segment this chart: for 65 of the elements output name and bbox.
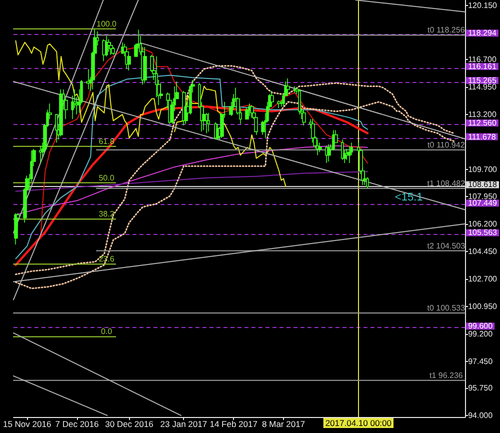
ref-line-label: 112.560 [468, 118, 497, 128]
y-tick-label: 95.750 [468, 384, 494, 392]
annotation: t0 110.942 [428, 140, 466, 150]
candlestick [347, 145, 351, 164]
candlestick [143, 46, 147, 84]
annotation: t1 108.482 [427, 178, 466, 188]
x-tick-label: 7 Dec 2016 [55, 419, 100, 429]
candlestick [316, 139, 319, 156]
y-tick-label: 104.450 [468, 247, 498, 256]
candlestick [102, 38, 106, 62]
ref-line-label: 107.449 [468, 198, 498, 208]
annotation: t2 104.503 [427, 241, 466, 250]
ref-line-label: 115.265 [468, 76, 497, 85]
y-tick-label: 97.450 [468, 356, 494, 366]
annotation: <15:1 [394, 191, 423, 204]
y-tick-label: 109.700 [468, 164, 498, 174]
candlestick [86, 68, 90, 90]
line-series [15, 171, 368, 192]
ref-line-label: 111.678 [468, 132, 496, 142]
ref-line-label: 118.294 [468, 28, 497, 38]
y-tick-label: 113.200 [468, 110, 497, 119]
candlestick [325, 145, 328, 164]
annotation: 0.0 [100, 327, 113, 336]
candlestick [332, 130, 335, 151]
annotation: t0 118.256 [428, 26, 466, 35]
candlestick [341, 139, 344, 160]
y-tick-label: 106.200 [468, 220, 498, 229]
x-tick-label: 14 Feb 2017 [210, 419, 258, 429]
y-tick-label: 99.200 [468, 329, 494, 338]
y-tick-label: 116.700 [468, 55, 497, 64]
x-tick-label: 8 Mar 2017 [262, 419, 306, 429]
x-tick-label: 15 Nov 2016 [2, 419, 52, 429]
line-series [15, 145, 368, 216]
y-tick-label: 120.150 [468, 0, 498, 10]
candlestick [207, 112, 210, 132]
candlestick [270, 90, 274, 106]
candlestick [293, 86, 297, 93]
annotation: 100.0 [96, 19, 118, 28]
x-tick-label: 30 Dec 2016 [105, 419, 154, 429]
annotation: 50.0 [98, 173, 115, 182]
candlestick [205, 112, 208, 134]
ref-line-label: 99.600 [468, 322, 494, 331]
x-tick-label: 23 Jan 2017 [160, 419, 208, 429]
y-tick-label: 100.950 [468, 302, 498, 311]
ref-line-label: 116.161 [468, 62, 497, 72]
ref-line-label: 2017.04.10 00:00 [325, 418, 392, 428]
annotation: 23.6 [98, 254, 115, 264]
y-tick-label: 114.950 [468, 82, 497, 92]
line-series [14, 106, 369, 266]
candlestick [302, 109, 306, 126]
candlestick [248, 103, 251, 116]
y-tick-label: 94.000 [468, 410, 494, 420]
candlestick [127, 54, 131, 71]
annotation: 38.2 [98, 210, 115, 219]
ref-line-label: 105.563 [468, 228, 498, 238]
annotation: t0 100.533 [427, 304, 466, 313]
candlestick [318, 142, 322, 152]
candlestick [366, 176, 369, 189]
annotation: t1 96.236 [429, 370, 464, 380]
candlestick [111, 46, 115, 56]
candlestick [286, 78, 290, 93]
ref-line-label: 108.618 [468, 180, 498, 190]
candlestick [298, 88, 301, 115]
line-series [40, 46, 368, 239]
y-tick-label: 102.700 [468, 274, 498, 284]
